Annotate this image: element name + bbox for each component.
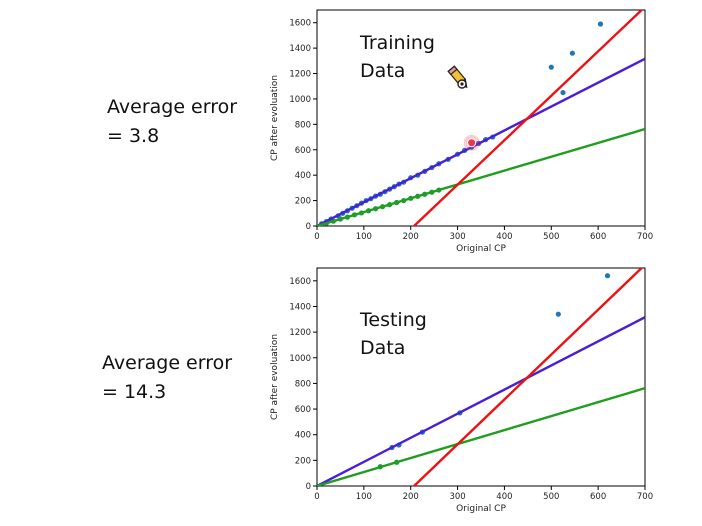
train-y-tick-label: 1600 <box>289 19 311 29</box>
train-x-tick: 700 <box>637 226 653 242</box>
test-y-tick: 1000 <box>289 354 317 364</box>
train-y-tick: 1000 <box>289 95 317 105</box>
train-y-tick-label: 600 <box>295 146 311 156</box>
test-x-tick: 300 <box>449 486 466 502</box>
train-blue-point <box>548 64 554 70</box>
test-x-tick-label: 200 <box>403 492 419 502</box>
test-plot-frame <box>316 267 646 487</box>
test-y-tick-label: 1000 <box>289 354 311 364</box>
train-y-tick: 400 <box>295 171 317 181</box>
train-x-tick: 200 <box>403 226 419 242</box>
test-y-tick-label: 0 <box>306 482 311 492</box>
train-y-tick-label: 200 <box>295 197 311 207</box>
pencil-icon <box>447 65 468 89</box>
test-panel-label: Testing Data <box>359 309 427 359</box>
train-x-tick-label: 300 <box>449 232 465 242</box>
test-x-tick: 0 <box>314 486 320 502</box>
test-x-tick: 700 <box>637 486 653 502</box>
test-x-tick: 600 <box>590 486 606 502</box>
train-highlight-point <box>467 138 477 148</box>
test-y-tick-label: 400 <box>295 431 311 441</box>
testing-error-value: = 14.3 <box>102 381 167 403</box>
test-x-tick-label: 400 <box>496 492 512 502</box>
test-y-tick: 600 <box>295 405 317 415</box>
test-blue-point <box>555 311 561 317</box>
train-y-tick: 1200 <box>289 70 317 80</box>
train-y-tick-label: 1400 <box>289 44 311 54</box>
test-x-tick: 100 <box>356 486 372 502</box>
test-y-tick: 0 <box>306 482 317 492</box>
train-panel-label: Training Data <box>359 32 435 82</box>
test-y-tick-label: 1400 <box>289 302 311 312</box>
test-y-tick: 400 <box>295 431 317 441</box>
testing-average-error: Average error = 14.3 <box>102 349 232 407</box>
test-y-tick-label: 600 <box>295 405 311 415</box>
train-plot-frame <box>316 9 646 227</box>
test-y-axis-label: CP after evoluation <box>270 334 280 420</box>
test-red-fit-line <box>412 268 644 486</box>
train-y-tick: 1400 <box>289 44 317 54</box>
training-average-error: Average error = 3.8 <box>107 93 237 151</box>
training-error-value: = 3.8 <box>107 125 160 147</box>
train-blue-point <box>597 21 604 27</box>
train-y-tick: 600 <box>295 146 317 156</box>
train-x-tick-label: 200 <box>403 232 419 242</box>
train-blue-fit-line <box>317 57 645 226</box>
train-x-tick: 600 <box>590 226 606 242</box>
test-x-tick-label: 100 <box>356 492 372 502</box>
train-y-tick: 1600 <box>289 19 317 29</box>
train-y-tick-label: 800 <box>295 120 311 130</box>
train-red-fit-line <box>412 10 644 226</box>
train-y-tick: 200 <box>295 197 317 207</box>
test-x-tick-label: 300 <box>449 492 465 502</box>
test-y-tick: 1600 <box>289 277 317 287</box>
train-y-tick: 0 <box>306 222 317 232</box>
train-y-tick-label: 400 <box>295 171 311 181</box>
train-x-axis-label: Original CP <box>456 244 506 254</box>
train-green-fit-line <box>317 127 645 226</box>
train-x-tick-label: 600 <box>590 232 606 242</box>
train-blue-point <box>569 50 575 56</box>
train-x-tick: 300 <box>449 226 466 242</box>
test-blue-fit-line <box>317 316 645 486</box>
train-x-tick-label: 400 <box>496 232 512 242</box>
train-y-axis-label: CP after evoluation <box>270 75 280 161</box>
train-x-tick-label: 700 <box>637 232 653 242</box>
test-blue-point <box>604 273 611 279</box>
test-x-axis-label: Original CP <box>456 504 506 514</box>
test-x-tick-label: 600 <box>590 492 606 502</box>
train-x-tick: 400 <box>496 226 513 242</box>
test-y-tick-label: 200 <box>295 456 311 466</box>
test-y-tick: 1200 <box>289 328 317 338</box>
train-blue-point <box>560 89 566 96</box>
test-y-tick: 200 <box>295 456 317 466</box>
test-x-tick-label: 500 <box>543 492 559 502</box>
test-x-tick: 200 <box>403 486 419 502</box>
testing-error-label: Average error <box>102 352 233 374</box>
train-y-tick-label: 1200 <box>289 70 311 80</box>
test-y-tick-label: 800 <box>295 379 311 389</box>
test-x-tick-label: 700 <box>637 492 653 502</box>
train-y-tick: 800 <box>295 120 317 130</box>
training-error-label: Average error <box>107 96 238 118</box>
test-x-tick: 500 <box>543 486 559 502</box>
test-y-tick-label: 1600 <box>289 277 311 287</box>
test-x-tick: 400 <box>496 486 513 502</box>
test-green-fit-line <box>317 387 645 486</box>
test-y-tick: 800 <box>295 379 317 389</box>
train-x-tick: 0 <box>314 226 320 242</box>
train-x-tick-label: 0 <box>314 232 319 242</box>
test-y-tick-label: 1200 <box>289 328 311 338</box>
train-y-tick-label: 1000 <box>289 95 311 105</box>
test-y-tick: 1400 <box>289 302 317 312</box>
train-x-tick-label: 500 <box>543 232 559 242</box>
train-x-tick: 500 <box>543 226 559 242</box>
train-y-tick-label: 0 <box>306 222 311 232</box>
train-x-tick-label: 100 <box>356 232 372 242</box>
test-x-tick-label: 0 <box>314 492 319 502</box>
train-x-tick: 100 <box>356 226 372 242</box>
